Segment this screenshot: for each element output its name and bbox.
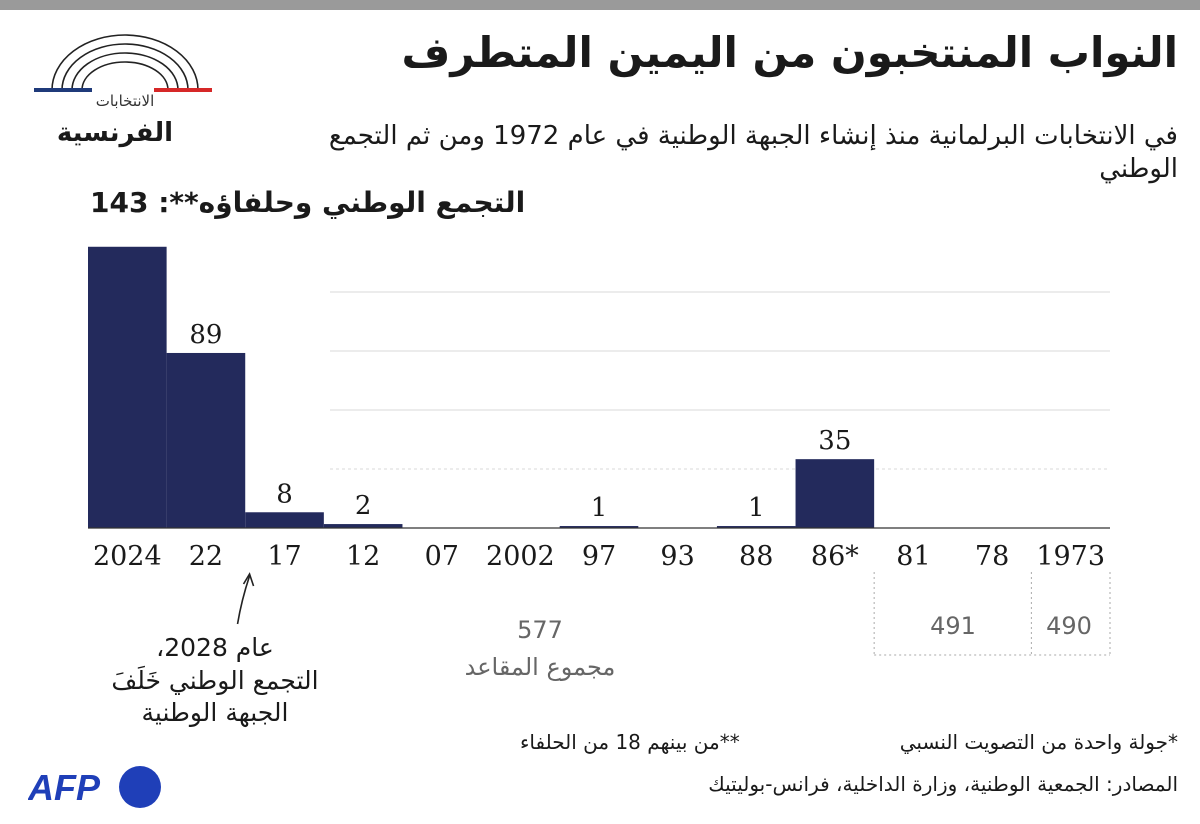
x-tick-label: 07 <box>425 541 459 572</box>
data-label: 35 <box>818 426 851 456</box>
data-label: 1 <box>591 493 608 523</box>
x-tick-label: 2002 <box>486 541 555 572</box>
x-tick-label: 81 <box>896 541 930 572</box>
bar <box>166 352 246 528</box>
logo-big-text: الفرنسية <box>56 118 174 148</box>
afp-logo: AFP <box>28 766 161 808</box>
x-tick-label: 93 <box>660 541 694 572</box>
x-tick-label: 2024 <box>93 541 162 572</box>
page-subtitle: في الانتخابات البرلمانية منذ إنشاء الجبه… <box>328 121 1178 184</box>
annotation-2017: عام 2028، التجمع الوطني خَلَفَ الجبهة ال… <box>60 632 370 730</box>
bar <box>245 512 324 528</box>
data-label: 1 <box>748 493 765 523</box>
x-tick-label: 88 <box>739 541 773 572</box>
footnote-single-round: *جولة واحدة من التصويت النسبي <box>899 730 1178 754</box>
highlight-label: التجمع الوطني وحلفاؤه**: 143 <box>90 186 526 219</box>
total-seats-577: 577 مجموع المقاعد <box>440 612 640 686</box>
afp-wordmark: AFP <box>28 767 101 808</box>
bar <box>795 459 875 528</box>
data-label: 2 <box>355 491 372 521</box>
bar <box>716 526 796 529</box>
seat-total-label: مجموع المقاعد <box>464 653 616 682</box>
x-tick-label: 1973 <box>1036 541 1105 572</box>
parliament-arc-icon <box>34 34 212 92</box>
x-tick-label: 78 <box>975 541 1009 572</box>
seat-total-value: 577 <box>517 616 563 644</box>
data-label: 8 <box>276 479 293 509</box>
annotation-arrowhead <box>242 572 255 587</box>
x-tick-label: 17 <box>267 541 301 572</box>
bar <box>559 526 639 529</box>
bar <box>88 246 167 528</box>
annotation-line: عام 2028، <box>156 633 274 662</box>
flag-blue <box>34 88 92 92</box>
total-seats-490: 490 <box>1046 612 1092 640</box>
x-tick-label: 22 <box>189 541 223 572</box>
elections-logo <box>30 26 220 166</box>
bar <box>323 524 403 528</box>
footnote-allies: **من بينهم 18 من الحلفاء <box>520 730 740 754</box>
flag-red <box>154 88 212 92</box>
sources: المصادر: الجمعية الوطنية، وزارة الداخلية… <box>708 772 1178 796</box>
page-title: النواب المنتخبون من اليمين المتطرف <box>401 28 1178 77</box>
top-rule <box>0 0 1200 10</box>
annotation-line: التجمع الوطني خَلَفَ <box>111 665 319 695</box>
total-seats-491: 491 <box>930 612 976 640</box>
annotation-arrow <box>236 575 251 625</box>
x-tick-label: 12 <box>346 541 380 572</box>
annotation-line: الجبهة الوطنية <box>141 698 289 727</box>
x-tick-label: 86* <box>811 541 859 572</box>
x-tick-label: 97 <box>582 541 616 572</box>
data-label: 89 <box>189 320 222 350</box>
logo-small-text: الانتخابات <box>95 92 155 110</box>
afp-circle <box>119 766 161 808</box>
